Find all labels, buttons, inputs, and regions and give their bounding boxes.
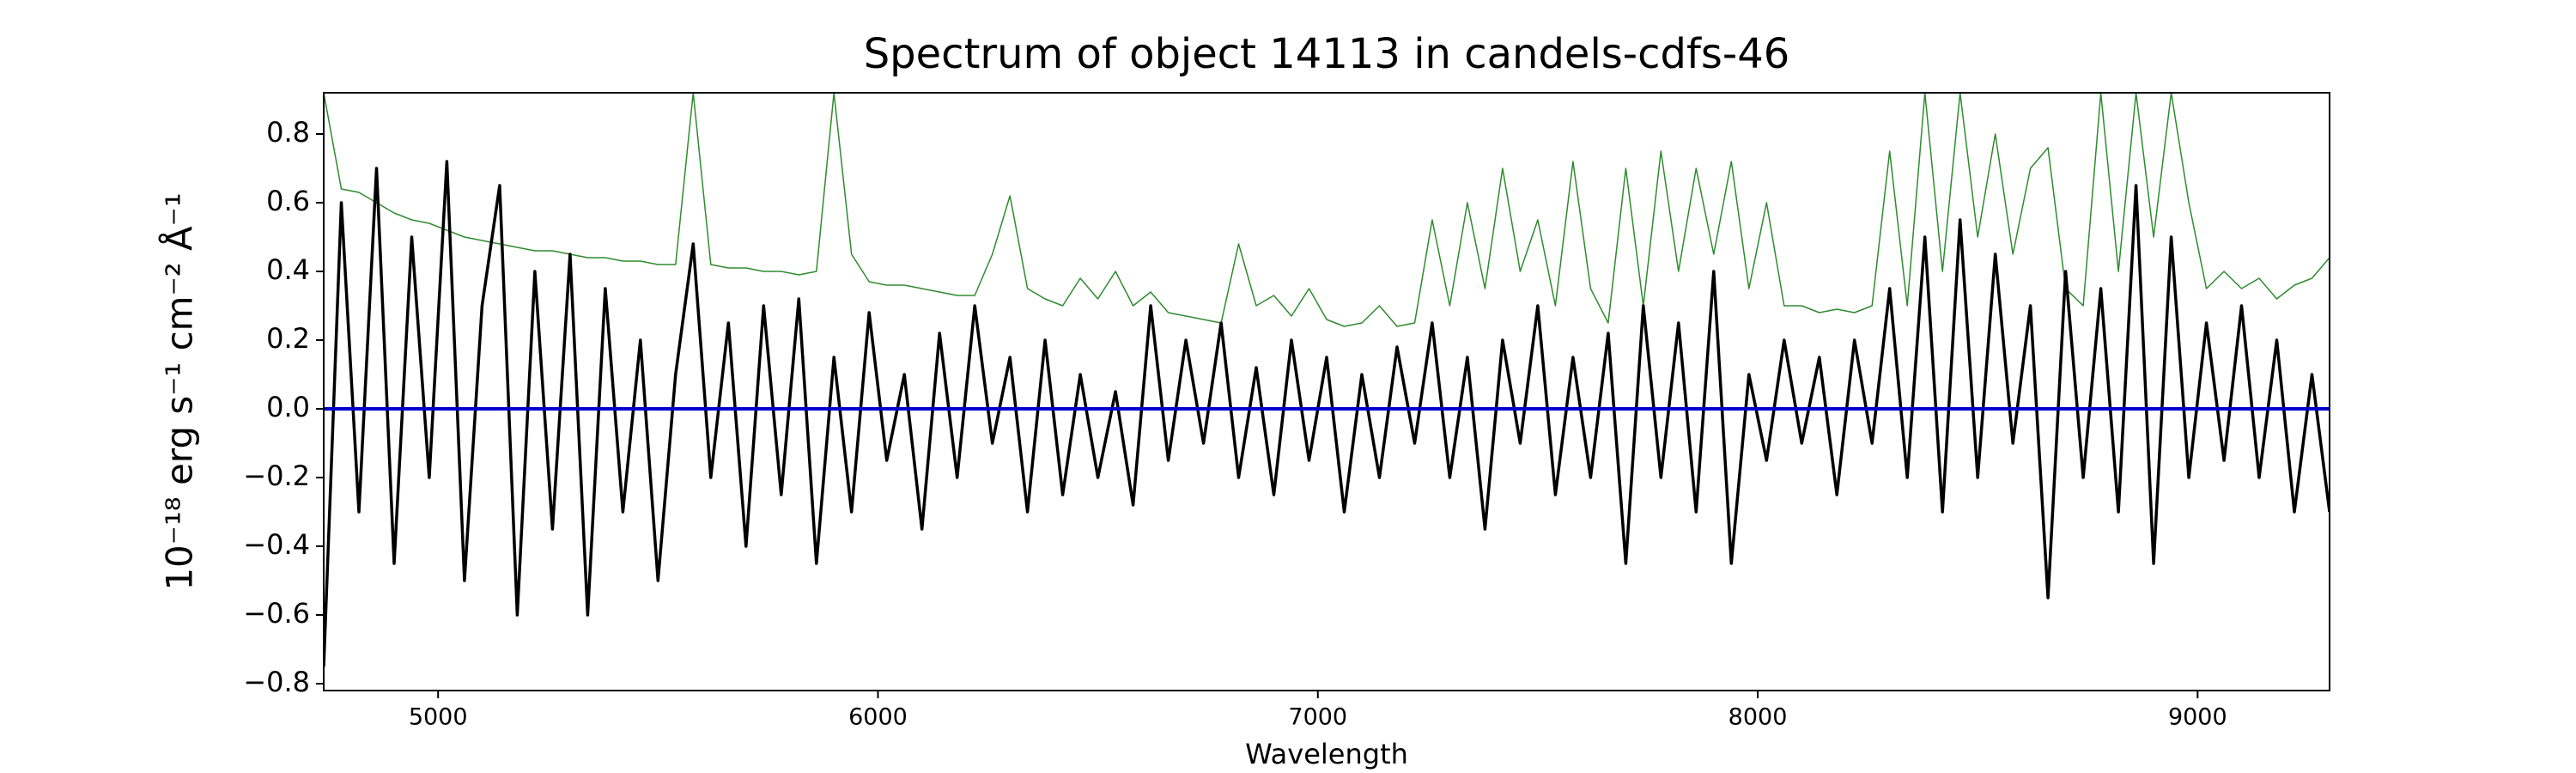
y-tick-label: 0.2 xyxy=(266,322,310,355)
x-tick-label: 9000 xyxy=(2168,704,2227,731)
x-tick-label: 7000 xyxy=(1288,704,1347,731)
series-line xyxy=(324,160,2330,667)
x-tick-label: 8000 xyxy=(1728,704,1788,731)
plot-area xyxy=(324,93,2330,667)
y-tick-label: 0.0 xyxy=(266,391,310,423)
plot-frame xyxy=(323,92,2330,691)
series-line xyxy=(324,93,2330,327)
x-axis-label: Wavelength xyxy=(1245,738,1408,770)
y-tick-label: −0.8 xyxy=(243,666,310,698)
y-tick-label: −0.2 xyxy=(243,460,310,492)
chart-title: Spectrum of object 14113 in candels-cdfs… xyxy=(864,30,1790,78)
y-tick-label: 0.8 xyxy=(266,116,310,149)
x-tick-label: 5000 xyxy=(409,704,468,731)
y-tick-label: −0.4 xyxy=(243,528,310,561)
y-tick-label: 0.6 xyxy=(266,185,310,217)
y-tick-label: −0.6 xyxy=(243,597,310,630)
y-axis-label: 10⁻¹⁸ erg s⁻¹ cm⁻² Å⁻¹ xyxy=(158,192,201,590)
y-tick-label: 0.4 xyxy=(266,253,310,286)
x-tick-label: 6000 xyxy=(848,704,908,731)
